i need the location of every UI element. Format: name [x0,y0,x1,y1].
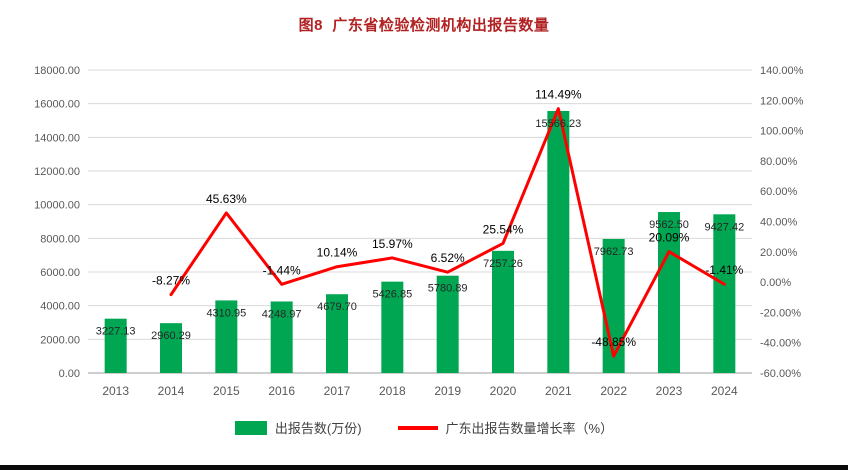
x-axis-label: 2021 [545,384,572,398]
bar-2019 [436,275,459,373]
left-axis-tick: 18000.00 [34,65,80,77]
left-axis-tick: 12000.00 [34,166,80,178]
right-axis-tick: 60.00% [760,186,798,198]
bar-2015 [215,300,238,373]
x-axis-label: 2016 [268,384,295,398]
right-axis-tick: -20.00% [760,307,801,319]
bar-value-label: 9427.42 [704,221,744,233]
growth-rate-label: 20.09% [649,231,690,245]
chart-title: 图8 广东省检验检测机构出报告数量 [298,17,550,34]
bar-value-label: 5426.85 [372,289,412,301]
bar-2016 [270,301,293,373]
legend-line-swatch-icon [397,425,438,430]
growth-rate-label: -8.27% [152,274,190,288]
right-axis-tick: 100.00% [760,126,804,138]
left-axis-tick: 6000.00 [40,267,80,279]
left-axis-tick: 8000.00 [40,233,80,245]
right-axis-tick: 20.00% [760,247,798,259]
right-axis-tick: 80.00% [760,156,798,168]
right-axis-tick: -60.00% [760,368,801,380]
right-axis-tick: 0.00% [760,277,791,289]
left-axis-tick: 2000.00 [40,334,80,346]
bar-value-label: 3227.13 [96,326,136,338]
x-axis-label: 2019 [434,384,461,398]
legend-item-bars: 出报告数(万份) [234,418,362,437]
bar-value-label: 9562.50 [649,219,689,231]
x-axis-label: 2024 [711,384,738,398]
growth-rate-label: -48.85% [591,335,636,349]
left-axis-tick: 16000.00 [34,99,80,111]
legend-line-label: 广东出报告数量增长率（%） [445,421,614,436]
bar-2023 [658,212,680,373]
bar-value-label: 2960.29 [151,330,191,342]
x-axis-label: 2022 [600,384,627,398]
growth-rate-label: -1.41% [705,263,743,277]
legend: 出报告数(万份) 广东出报告数量增长率（%） [0,418,848,437]
growth-line [169,107,726,358]
x-axis-label: 2017 [324,384,351,398]
growth-rate-label: 15.97% [372,237,413,251]
bar-2022 [602,238,625,373]
bar-2024 [713,214,736,373]
chart-canvas: 18000.00 16000.00 14000.00 12000.00 10000.00… [34,65,804,398]
x-axis-label: 2020 [490,384,517,398]
bar-value-label: 7962.73 [594,246,634,258]
right-axis-tick: 40.00% [760,217,798,229]
x-axis-label: 2015 [213,384,240,398]
growth-rate-label: 114.49% [535,88,582,102]
right-axis-tick: 140.00% [760,65,804,77]
x-axis-label: 2018 [379,384,406,398]
left-axis-tick: 10000.00 [34,200,80,212]
right-axis-tick: 120.00% [760,95,804,107]
bar-value-label: 15566.23 [535,118,581,130]
left-axis-tick: 0.00 [59,368,80,380]
bar-2021 [547,110,570,374]
bar-value-label: 5780.89 [428,283,468,295]
x-axis-label: 2013 [102,384,129,398]
legend-bar-swatch-icon [234,420,267,435]
growth-rate-label: 10.14% [317,246,358,260]
right-axis-tick: -40.00% [760,338,801,350]
left-axis-tick: 14000.00 [34,132,80,144]
bar-2018 [381,281,404,373]
x-axis-label: 2014 [158,384,185,398]
growth-rate-label: 6.52% [431,251,465,265]
bar-value-label: 4248.97 [262,308,302,320]
bar-value-label: 7257.26 [483,258,523,270]
legend-item-line: 广东出报告数量增长率（%） [397,418,614,437]
growth-rate-label: 45.63% [206,192,247,206]
growth-rate-label: -1.44% [263,263,301,277]
bar-2020 [492,250,514,373]
bottom-bar [0,465,848,470]
growth-rate-label: 25.54% [483,222,524,236]
left-axis-tick: 4000.00 [40,301,80,313]
bar-value-label: 4679.70 [317,301,357,313]
legend-bar-label: 出报告数(万份) [274,421,362,436]
bar-2017 [326,294,348,373]
bar-2014 [160,323,182,373]
x-axis-label: 2023 [656,384,683,398]
bar-value-label: 4310.95 [206,307,246,319]
bar-2013 [104,318,127,373]
